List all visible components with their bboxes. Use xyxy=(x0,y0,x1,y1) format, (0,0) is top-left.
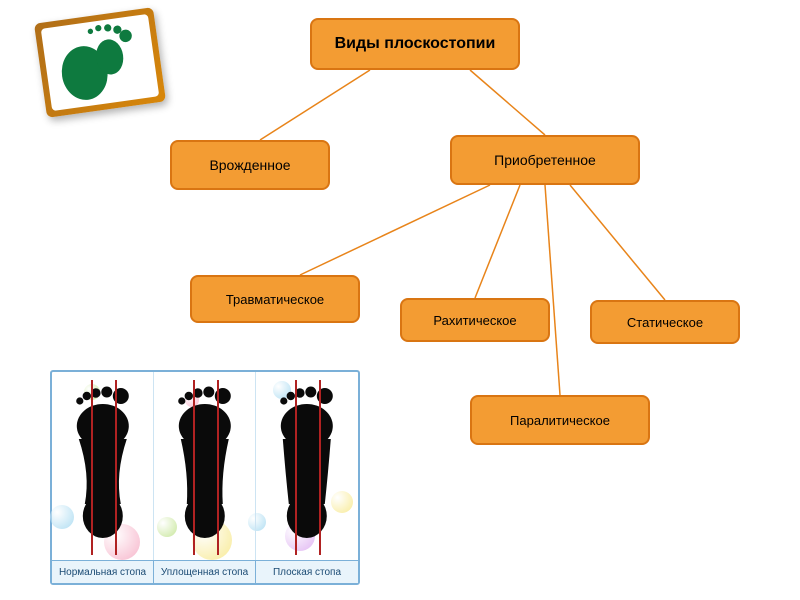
footprint-graphic xyxy=(164,384,246,544)
node-cong: Врожденное xyxy=(170,140,330,190)
foot-guideline xyxy=(91,380,93,555)
foot-guideline xyxy=(319,380,321,555)
foot-guideline xyxy=(217,380,219,555)
node-rach: Рахитическое xyxy=(400,298,550,342)
foot-types-chart: Нормальная стопаУплощенная стопаПлоская … xyxy=(50,370,360,585)
node-trau: Травматическое xyxy=(190,275,360,323)
foot-type-label: Плоская стопа xyxy=(256,560,358,583)
node-stat: Статическое xyxy=(590,300,740,344)
node-label: Виды плоскостопии xyxy=(335,35,496,53)
node-root: Виды плоскостопии xyxy=(310,18,520,70)
node-label: Приобретенное xyxy=(494,152,596,168)
foot-guideline xyxy=(115,380,117,555)
foot-icon-card xyxy=(34,7,166,118)
foot-type-label: Нормальная стопа xyxy=(52,560,154,583)
node-label: Травматическое xyxy=(226,292,324,307)
foot-guideline xyxy=(193,380,195,555)
node-label: Врожденное xyxy=(209,157,290,173)
node-label: Паралитическое xyxy=(510,413,610,428)
footprint-graphic xyxy=(62,384,144,544)
node-label: Рахитическое xyxy=(433,313,516,328)
foot-type-label: Уплощенная стопа xyxy=(154,560,256,583)
node-label: Статическое xyxy=(627,315,703,330)
node-acq: Приобретенное xyxy=(450,135,640,185)
foot-guideline xyxy=(295,380,297,555)
footprint-graphic xyxy=(266,384,348,544)
node-para: Паралитическое xyxy=(470,395,650,445)
footprint-icon xyxy=(41,14,160,111)
